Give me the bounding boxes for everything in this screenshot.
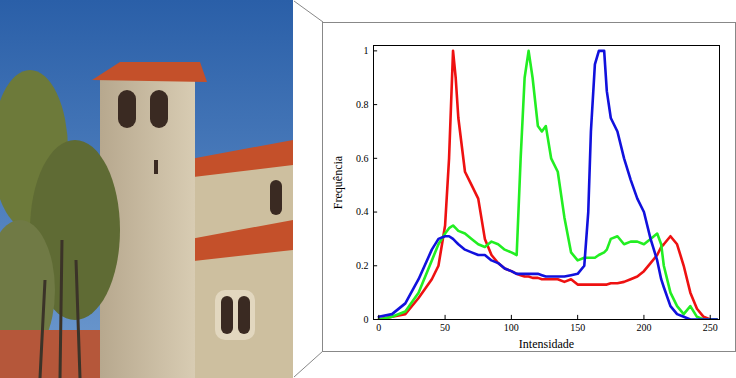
- svg-text:1: 1: [364, 45, 369, 56]
- svg-text:200: 200: [636, 322, 651, 333]
- svg-text:250: 250: [703, 322, 718, 333]
- svg-text:0.4: 0.4: [356, 206, 369, 217]
- svg-text:0.2: 0.2: [356, 260, 369, 271]
- svg-text:100: 100: [504, 322, 519, 333]
- svg-text:150: 150: [570, 322, 585, 333]
- svg-text:0.6: 0.6: [356, 153, 369, 164]
- svg-text:0: 0: [364, 314, 369, 325]
- svg-text:0.8: 0.8: [356, 99, 369, 110]
- svg-text:50: 50: [440, 322, 450, 333]
- svg-text:0: 0: [376, 322, 381, 333]
- svg-text:Intensidade: Intensidade: [519, 337, 574, 351]
- svg-text:Frequência: Frequência: [331, 155, 345, 209]
